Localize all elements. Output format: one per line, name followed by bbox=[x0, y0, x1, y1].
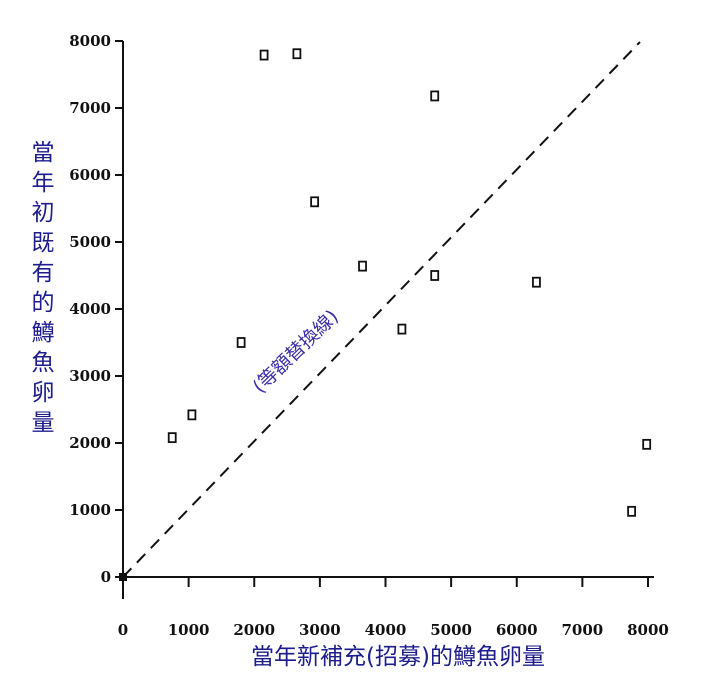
y-tick-label: 0 bbox=[101, 568, 111, 586]
data-point bbox=[259, 49, 269, 61]
y-tick-label: 5000 bbox=[69, 233, 111, 251]
x-tick-label: 5000 bbox=[430, 621, 472, 639]
y-tick-label: 4000 bbox=[69, 300, 111, 318]
data-point bbox=[627, 505, 636, 517]
data-point bbox=[430, 90, 440, 102]
y-tick-label: 1000 bbox=[69, 501, 111, 519]
data-point bbox=[236, 337, 246, 348]
x-tick-label: 8000 bbox=[627, 621, 669, 639]
y-axis-title-char: 既 bbox=[32, 230, 55, 256]
data-point bbox=[358, 260, 367, 272]
data-point bbox=[532, 276, 541, 288]
y-axis-title-char: 有 bbox=[32, 260, 55, 286]
y-axis-title-char: 初 bbox=[32, 200, 55, 226]
y-axis-title-char: 年 bbox=[32, 170, 55, 196]
y-axis-ticks: 0 1000 2000 3000 4000 5000 6000 7000 8000 bbox=[69, 32, 123, 586]
x-tick-label: 7000 bbox=[562, 621, 604, 639]
y-axis-title-char: 卵 bbox=[32, 380, 55, 406]
y-tick-label: 2000 bbox=[69, 434, 111, 452]
x-tick-label: 2000 bbox=[233, 621, 275, 639]
y-axis-title-char: 量 bbox=[32, 410, 55, 436]
y-axis-title-char: 鱒 bbox=[32, 320, 55, 346]
data-point bbox=[292, 48, 302, 60]
y-axis-title-char: 的 bbox=[32, 290, 55, 316]
y-tick-label: 7000 bbox=[69, 99, 111, 117]
reference-line-label: (等額替換線) bbox=[249, 306, 343, 398]
x-axis-ticks: 0 1000 2000 3000 4000 5000 6000 7000 8000 bbox=[118, 577, 669, 639]
y-tick-label: 3000 bbox=[69, 367, 111, 385]
y-axis-title-char: 魚 bbox=[32, 350, 55, 376]
data-point bbox=[167, 432, 177, 444]
x-axis-title: 當年新補充(招募)的鱒魚卵量 bbox=[251, 644, 545, 670]
x-tick-label: 4000 bbox=[365, 621, 407, 639]
data-point bbox=[642, 438, 652, 450]
axes bbox=[115, 41, 654, 599]
equal-replacement-line bbox=[122, 41, 641, 578]
y-axis-title: 當年初既有的鱒魚卵量 bbox=[32, 140, 55, 436]
data-point bbox=[397, 323, 407, 335]
data-point bbox=[430, 270, 440, 281]
y-axis-title-char: 當 bbox=[32, 140, 55, 166]
x-tick-label: 6000 bbox=[496, 621, 538, 639]
data-points bbox=[167, 48, 652, 517]
data-point bbox=[187, 409, 197, 421]
x-tick-label: 3000 bbox=[299, 621, 341, 639]
x-tick-label: 1000 bbox=[168, 621, 210, 639]
x-tick-label: 0 bbox=[118, 621, 128, 639]
equal-replacement-line-group bbox=[122, 41, 641, 578]
y-tick-label: 6000 bbox=[69, 166, 111, 184]
y-tick-label: 8000 bbox=[69, 32, 111, 50]
data-point bbox=[310, 196, 320, 208]
